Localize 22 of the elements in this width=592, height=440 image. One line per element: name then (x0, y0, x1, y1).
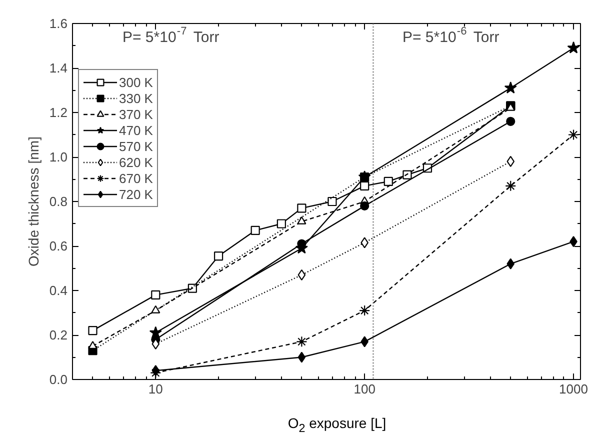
legend-label: 300 K (119, 74, 153, 90)
y-tick-label: 0.0 (49, 372, 68, 387)
legend-label: 570 K (119, 138, 153, 154)
x-tick-label: 1000 (559, 382, 588, 396)
legend-label: 720 K (119, 186, 153, 202)
y-tick-label: 0.2 (49, 328, 68, 342)
y-axis-title: Oxide thickness [nm] (25, 136, 42, 266)
y-tick-label: 0.4 (49, 283, 68, 298)
legend-label: 620 K (119, 154, 153, 170)
y-tick-label: 1.6 (49, 16, 68, 31)
y-tick-label: 0.8 (49, 194, 68, 209)
legend-label: 330 K (119, 90, 153, 106)
x-tick-label: 100 (354, 382, 376, 396)
y-tick-label: 1.0 (49, 150, 68, 164)
x-tick-label: 10 (148, 382, 163, 396)
y-tick-label: 1.2 (49, 105, 68, 120)
legend-label: 370 K (119, 106, 153, 122)
legend-label: 670 K (119, 170, 153, 186)
y-tick-label: 1.4 (49, 60, 68, 76)
x-axis-title: O$_{2}$ exposure [L] (288, 414, 386, 437)
legend-label: 470 K (119, 122, 153, 138)
y-tick-label: 0.6 (49, 238, 68, 254)
